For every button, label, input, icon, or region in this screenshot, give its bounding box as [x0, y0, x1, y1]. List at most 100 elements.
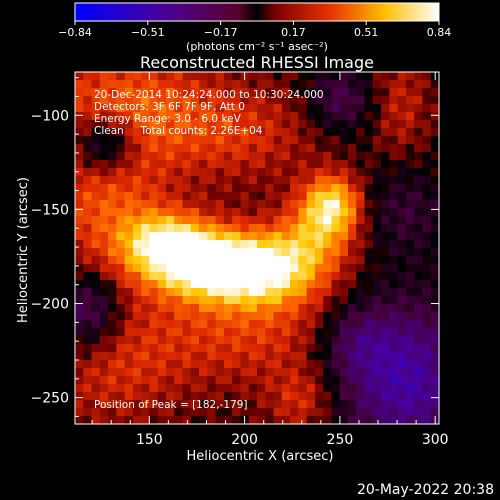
- heatmap-cell: [405, 144, 415, 153]
- heatmap-cell: [141, 400, 151, 409]
- heatmap-cell: [372, 200, 382, 209]
- heatmap-cell: [273, 248, 283, 257]
- heatmap-cell: [414, 312, 424, 321]
- heatmap-cell: [91, 176, 101, 185]
- heatmap-cell: [99, 376, 109, 385]
- heatmap-cell: [306, 200, 316, 209]
- heatmap-cell: [75, 408, 84, 417]
- heatmap-cell: [207, 208, 217, 217]
- heatmap-cell: [372, 184, 382, 193]
- heatmap-cell: [157, 408, 167, 417]
- heatmap-cell: [116, 256, 126, 265]
- heatmap-cell: [257, 184, 266, 193]
- heatmap-cell: [314, 152, 324, 161]
- heatmap-cell: [174, 96, 184, 105]
- heatmap-cell: [323, 232, 333, 241]
- heatmap-cell: [290, 416, 299, 425]
- heatmap-cell: [298, 368, 308, 377]
- heatmap-cell: [75, 192, 84, 201]
- heatmap-cell: [207, 392, 217, 401]
- heatmap-cell: [75, 272, 84, 281]
- heatmap-cell: [389, 80, 399, 89]
- heatmap-cell: [91, 416, 101, 425]
- heatmap-cell: [323, 184, 333, 193]
- heatmap-cell: [339, 320, 349, 329]
- heatmap-cell: [306, 72, 316, 81]
- heatmap-cell: [265, 136, 275, 145]
- heatmap-cell: [124, 328, 134, 337]
- heatmap-cell: [306, 312, 316, 321]
- heatmap-cell: [207, 264, 217, 273]
- heatmap-cell: [182, 72, 192, 81]
- heatmap-cell: [132, 144, 142, 153]
- heatmap-cell: [215, 416, 225, 425]
- heatmap-cell: [240, 328, 250, 337]
- heatmap-cell: [381, 168, 390, 177]
- heatmap-cell: [364, 104, 374, 113]
- heatmap-cell: [356, 256, 366, 265]
- heatmap-cell: [223, 168, 233, 177]
- heatmap-cell: [174, 256, 184, 265]
- heatmap-cell: [190, 144, 200, 153]
- heatmap-cell: [83, 368, 93, 377]
- heatmap-cell: [405, 344, 415, 353]
- heatmap-cell: [124, 280, 134, 289]
- heatmap-cell: [83, 312, 93, 321]
- heatmap-cell: [364, 352, 374, 361]
- heatmap-cell: [339, 416, 349, 425]
- heatmap-cell: [348, 328, 357, 337]
- heatmap-cell: [108, 328, 117, 337]
- heatmap-cell: [323, 392, 333, 401]
- heatmap-cell: [116, 184, 126, 193]
- heatmap-cell: [182, 248, 192, 257]
- heatmap-cell: [223, 248, 233, 257]
- heatmap-cell: [232, 72, 242, 81]
- heatmap-cell: [116, 384, 126, 393]
- heatmap-cell: [314, 320, 324, 329]
- x-tick-label: 200: [231, 432, 258, 448]
- heatmap-cell: [348, 352, 357, 361]
- heatmap-cell: [91, 360, 101, 369]
- heatmap-cell: [430, 360, 440, 369]
- heatmap-cell: [174, 80, 184, 89]
- heatmap-cell: [141, 160, 151, 169]
- heatmap-cell: [265, 344, 275, 353]
- heatmap-cell: [141, 216, 151, 225]
- heatmap-cell: [265, 320, 275, 329]
- heatmap-cell: [83, 208, 93, 217]
- heatmap-cell: [75, 112, 84, 121]
- heatmap-cell: [323, 352, 333, 361]
- heatmap-cell: [273, 80, 283, 89]
- heatmap-cell: [215, 136, 225, 145]
- heatmap-cell: [273, 200, 283, 209]
- heatmap-cell: [265, 192, 275, 201]
- heatmap-cell: [381, 416, 390, 425]
- heatmap-cell: [323, 136, 333, 145]
- heatmap-cell: [215, 360, 225, 369]
- heatmap-cell: [281, 112, 291, 121]
- heatmap-cell: [257, 312, 266, 321]
- heatmap-cell: [166, 256, 175, 265]
- heatmap-cell: [348, 392, 357, 401]
- heatmap-cell: [414, 104, 424, 113]
- heatmap-cell: [290, 96, 299, 105]
- heatmap-cell: [248, 72, 258, 81]
- heatmap-cell: [348, 256, 357, 265]
- heatmap-cell: [298, 80, 308, 89]
- heatmap-cell: [132, 400, 142, 409]
- heatmap-cell: [331, 88, 341, 97]
- heatmap-cell: [83, 152, 93, 161]
- heatmap-cell: [99, 160, 109, 169]
- heatmap-cell: [381, 144, 390, 153]
- heatmap-cell: [306, 128, 316, 137]
- heatmap-cell: [257, 368, 266, 377]
- heatmap-cell: [182, 312, 192, 321]
- heatmap-cell: [281, 160, 291, 169]
- heatmap-cell: [381, 264, 390, 273]
- heatmap-cell: [174, 72, 184, 81]
- heatmap-cell: [199, 272, 208, 281]
- heatmap-cell: [405, 192, 415, 201]
- heatmap-cell: [306, 392, 316, 401]
- heatmap-cell: [430, 328, 440, 337]
- heatmap-cell: [199, 96, 208, 105]
